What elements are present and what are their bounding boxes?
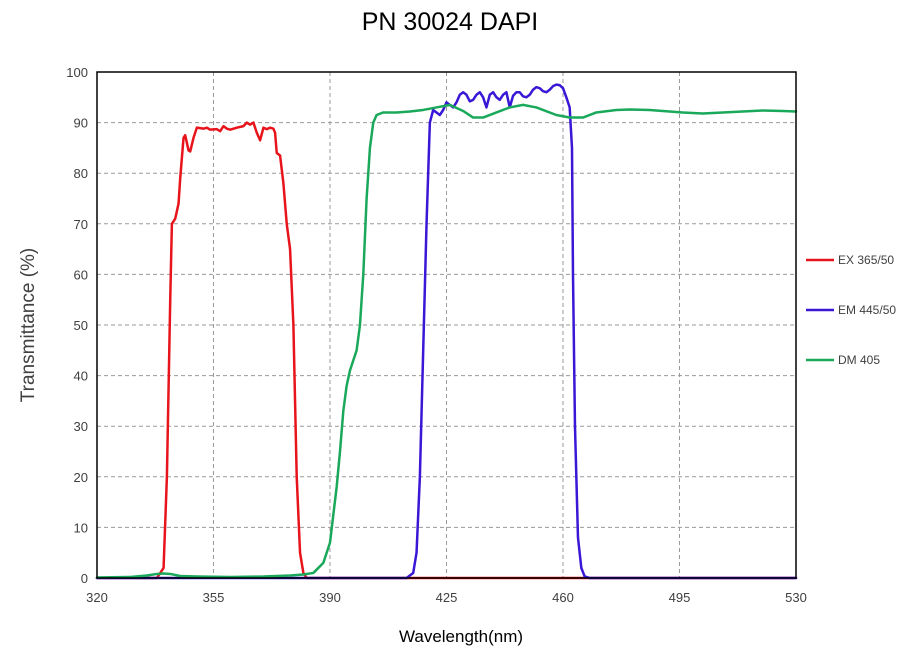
legend-label: EX 365/50 <box>838 253 894 267</box>
chart-title: PN 30024 DAPI <box>362 8 539 36</box>
x-tick-label: 460 <box>552 590 574 605</box>
x-tick-label: 530 <box>785 590 807 605</box>
x-tick-label: 390 <box>319 590 341 605</box>
plot-area <box>96 71 797 579</box>
series-line <box>95 103 798 579</box>
y-tick-label: 100 <box>66 65 88 80</box>
legend: EX 365/50 EM 445/50 DM 405 <box>806 253 896 367</box>
y-tick-labels: 0 10 20 30 40 50 60 70 80 90 100 <box>66 65 88 586</box>
x-tick-label: 495 <box>669 590 691 605</box>
series-line <box>95 121 798 580</box>
y-tick-label: 10 <box>74 520 88 535</box>
series-lines <box>95 83 798 580</box>
y-tick-label: 50 <box>74 318 88 333</box>
y-tick-label: 20 <box>74 470 88 485</box>
x-tick-labels: 320 355 390 425 460 495 530 <box>86 590 807 605</box>
x-axis-label: Wavelength(nm) <box>399 627 523 646</box>
legend-label: EM 445/50 <box>838 303 896 317</box>
x-tick-label: 355 <box>203 590 225 605</box>
y-tick-label: 40 <box>74 369 88 384</box>
y-tick-label: 70 <box>74 217 88 232</box>
y-tick-label: 60 <box>74 267 88 282</box>
grid-lines <box>97 72 796 578</box>
y-tick-label: 90 <box>74 116 88 131</box>
y-axis-label: Transmittance (%) <box>18 248 39 403</box>
y-tick-label: 30 <box>74 419 88 434</box>
y-tick-label: 0 <box>81 571 88 586</box>
x-tick-label: 425 <box>436 590 458 605</box>
y-tick-label: 80 <box>74 166 88 181</box>
x-tick-label: 320 <box>86 590 108 605</box>
legend-label: DM 405 <box>838 353 880 367</box>
series-line <box>95 83 798 580</box>
